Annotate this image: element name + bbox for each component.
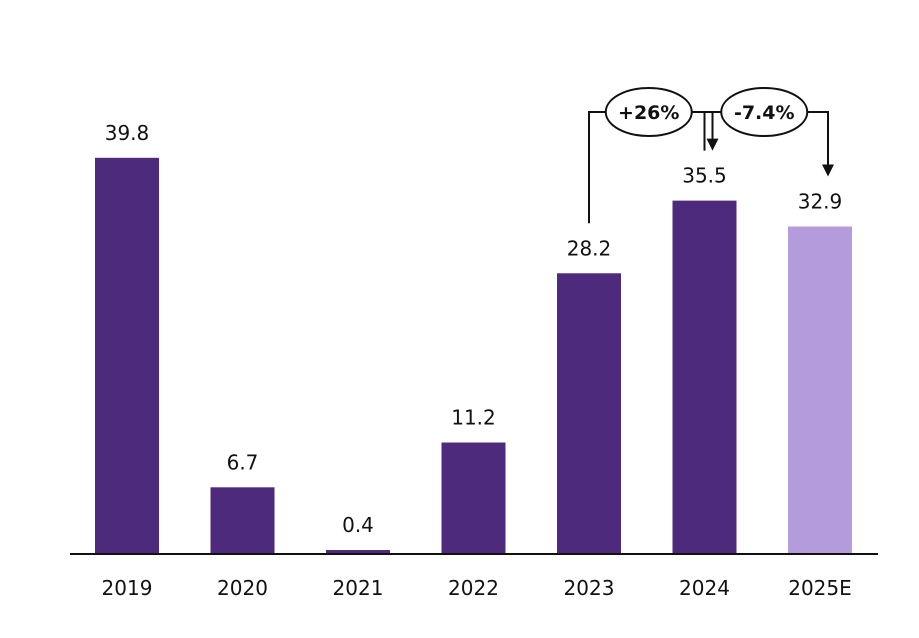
value-label-2023: 28.2 — [567, 236, 612, 260]
change-callout-1: -7.4% — [703, 87, 834, 177]
x-tick-label-2023: 2023 — [564, 576, 615, 600]
change-callouts-layer: +26% -7.4% — [588, 87, 834, 224]
value-label-2025E: 32.9 — [798, 189, 843, 213]
callout-oval — [720, 87, 809, 137]
x-tick-label-2021: 2021 — [333, 576, 384, 600]
value-label-2024: 35.5 — [682, 164, 727, 188]
callout-connector-right — [691, 111, 714, 141]
callout-connector-left — [703, 111, 722, 151]
bar-2023 — [557, 273, 621, 554]
x-tick-labels-layer: 2019 2020 2021 2022 2023 2024 2025E — [102, 576, 852, 600]
bar-2022 — [441, 442, 506, 554]
callout-text: -7.4% — [734, 102, 795, 124]
bar-2019 — [95, 157, 159, 555]
x-tick-label-2020: 2020 — [217, 576, 268, 600]
value-label-2019: 39.8 — [105, 121, 150, 145]
bar-2021 — [326, 550, 390, 554]
x-tick-label-2022: 2022 — [448, 576, 499, 600]
bars-layer — [95, 157, 852, 555]
callout-arrowhead — [822, 164, 834, 177]
callout-oval — [604, 87, 693, 137]
callout-connector-left — [588, 111, 606, 224]
x-tick-label-2024: 2024 — [679, 576, 730, 600]
value-label-2022: 11.2 — [451, 406, 496, 430]
value-label-2020: 6.7 — [227, 450, 259, 474]
value-label-2021: 0.4 — [342, 513, 374, 537]
callout-arrowhead — [706, 138, 719, 151]
change-callout-0: +26% — [588, 87, 719, 224]
bar-2025E — [788, 226, 852, 554]
x-tick-label-2019: 2019 — [102, 576, 153, 600]
callout-connector-right — [807, 111, 829, 167]
callout-text: +26% — [618, 102, 679, 124]
bar-2020 — [210, 487, 275, 554]
x-tick-label-2025E: 2025E — [788, 576, 852, 600]
bar-2024 — [672, 200, 737, 554]
value-labels-layer: 39.8 6.7 0.4 11.2 28.2 35.5 32.9 — [105, 121, 843, 537]
